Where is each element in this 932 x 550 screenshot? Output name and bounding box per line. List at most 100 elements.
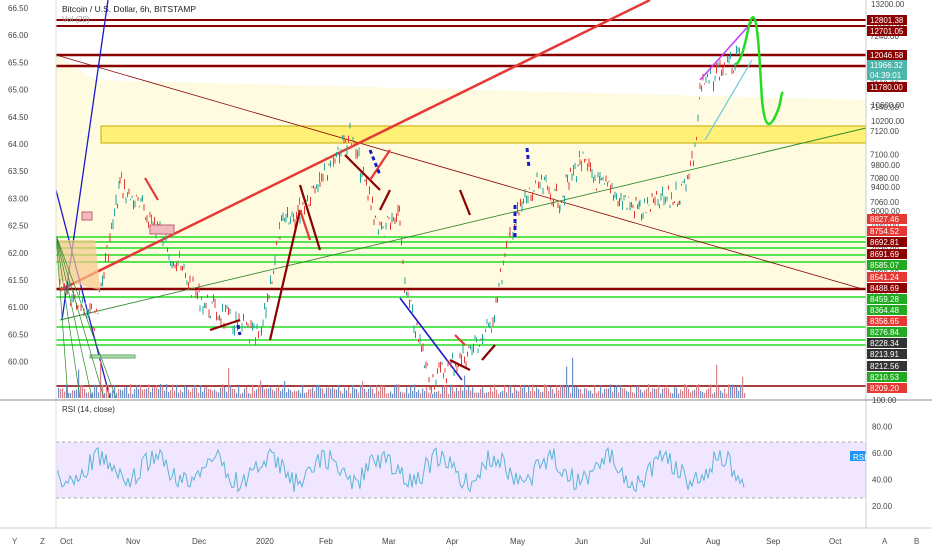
volume-bar	[706, 389, 708, 398]
volume-bar	[672, 393, 674, 398]
volume-bar	[106, 384, 108, 398]
volume-bar	[66, 384, 68, 398]
x-axis-tick: Apr	[446, 537, 459, 546]
volume-bar	[316, 384, 318, 398]
volume-bar	[528, 385, 530, 398]
volume-bar	[718, 386, 720, 398]
volume-bar	[638, 386, 640, 398]
annotation-blue	[236, 324, 242, 336]
volume-bar	[480, 388, 482, 398]
volume-bar	[152, 387, 154, 398]
left-axis-tick: 64.00	[8, 140, 29, 149]
rsi-axis-tick: 40.00	[872, 476, 893, 485]
volume-bar	[220, 388, 222, 398]
volume-bar	[354, 388, 356, 398]
annotation-line	[298, 184, 322, 251]
volume-bar	[722, 392, 724, 398]
volume-bar	[610, 384, 612, 398]
volume-bar	[384, 386, 386, 398]
volume-bar	[664, 387, 666, 398]
volume-bar	[336, 389, 338, 398]
rsi-pane[interactable]	[56, 441, 866, 499]
volume-bar	[76, 389, 78, 398]
volume-bar	[380, 385, 382, 398]
volume-bar	[244, 388, 246, 398]
annotation-blue	[525, 147, 531, 169]
volume-bar	[428, 392, 430, 398]
volume-bar	[724, 388, 726, 398]
volume-bar	[510, 385, 512, 398]
volume-bar	[74, 390, 76, 398]
volume-bar	[666, 385, 668, 398]
volume-bar	[372, 388, 374, 398]
x-axis-tick: Jul	[640, 537, 650, 546]
right-axis-price-tick: 9000.00	[871, 207, 900, 216]
price-tag	[867, 214, 907, 224]
volume-bar	[572, 357, 574, 398]
left-axis-tick: 65.50	[8, 58, 29, 67]
volume-bar	[182, 392, 184, 398]
volume-bar	[460, 386, 462, 398]
volume-bar	[490, 386, 492, 398]
volume-bar	[488, 391, 490, 398]
price-tag-text: 8459.28	[870, 295, 899, 304]
volume-bar	[504, 385, 506, 398]
annotation-line	[298, 209, 312, 241]
volume-bar	[134, 389, 136, 398]
volume-bar	[494, 384, 496, 398]
volume-bar	[432, 393, 434, 398]
volume-bar	[624, 388, 626, 398]
volume-bar	[550, 387, 552, 398]
volume-bar	[694, 389, 696, 398]
auto-scale-button[interactable]: A	[882, 537, 888, 546]
volume-bar	[732, 384, 734, 398]
volume-bar	[456, 387, 458, 398]
red-trendline	[59, 0, 651, 292]
volume-bar	[396, 384, 398, 398]
volume-bar	[574, 387, 576, 398]
volume-bar	[214, 389, 216, 398]
volume-bar	[544, 384, 546, 398]
volume-bar	[378, 391, 380, 398]
volume-bar	[556, 385, 558, 398]
x-axis-tick: May	[510, 537, 525, 546]
volume-bar	[202, 391, 204, 398]
fan-line	[55, 234, 93, 399]
price-tag	[867, 60, 907, 70]
annotation-line	[209, 318, 241, 332]
log-scale-button[interactable]: B	[914, 537, 919, 546]
volume-bar	[430, 392, 432, 398]
price-pane[interactable]	[55, 0, 867, 399]
rsi-line	[57, 446, 745, 493]
annotation-line	[344, 154, 381, 191]
price-tag-text: 12801.38	[870, 16, 904, 25]
volume-bar	[288, 388, 290, 398]
left-axis-tick: 63.00	[8, 194, 29, 203]
volume-bar	[558, 390, 560, 398]
volume-bar	[442, 386, 444, 398]
volume-bar	[240, 393, 242, 398]
right-axis-tick: 7140.00	[870, 103, 899, 112]
price-tag-text: 8212.56	[870, 362, 899, 371]
volume-bar	[264, 389, 266, 398]
price-tag-text: 8209.20	[870, 384, 899, 393]
left-axis-tick: 66.00	[8, 31, 29, 40]
volume-bar	[314, 390, 316, 398]
volume-bar	[418, 389, 420, 398]
volume-bar	[374, 393, 376, 398]
volume-bar	[348, 386, 350, 398]
volume-bar	[330, 388, 332, 398]
volume-bar	[444, 385, 446, 398]
footer-y-button[interactable]: Y	[12, 537, 18, 546]
price-tag	[867, 226, 907, 236]
volume-bar	[674, 386, 676, 398]
rsi-current-tag	[850, 451, 866, 461]
volume-bar	[562, 385, 564, 398]
volume-bar	[634, 393, 636, 398]
volume-bar	[744, 393, 746, 398]
volume-bar	[594, 385, 596, 398]
rsi-current-tag-text: RSI	[853, 453, 866, 462]
footer-zoom-button[interactable]: Z	[40, 537, 45, 546]
volume-bar	[708, 388, 710, 398]
